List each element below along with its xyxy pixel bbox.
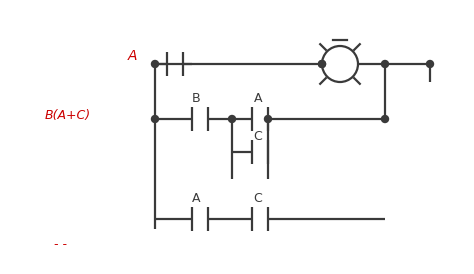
Circle shape	[152, 61, 158, 67]
Text: A: A	[254, 93, 262, 105]
Text: C: C	[254, 193, 263, 206]
Circle shape	[319, 61, 326, 67]
Text: C: C	[254, 130, 263, 142]
Circle shape	[427, 61, 434, 67]
Circle shape	[319, 61, 326, 67]
Text: A: A	[127, 49, 137, 63]
Text: A: A	[192, 193, 200, 206]
Text: B(A+C): B(A+C)	[45, 110, 91, 122]
Circle shape	[382, 61, 389, 67]
Circle shape	[264, 116, 272, 122]
Circle shape	[228, 116, 236, 122]
Circle shape	[152, 116, 158, 122]
Circle shape	[382, 116, 389, 122]
Text: B: B	[191, 93, 201, 105]
Text: - -: - -	[54, 238, 66, 250]
